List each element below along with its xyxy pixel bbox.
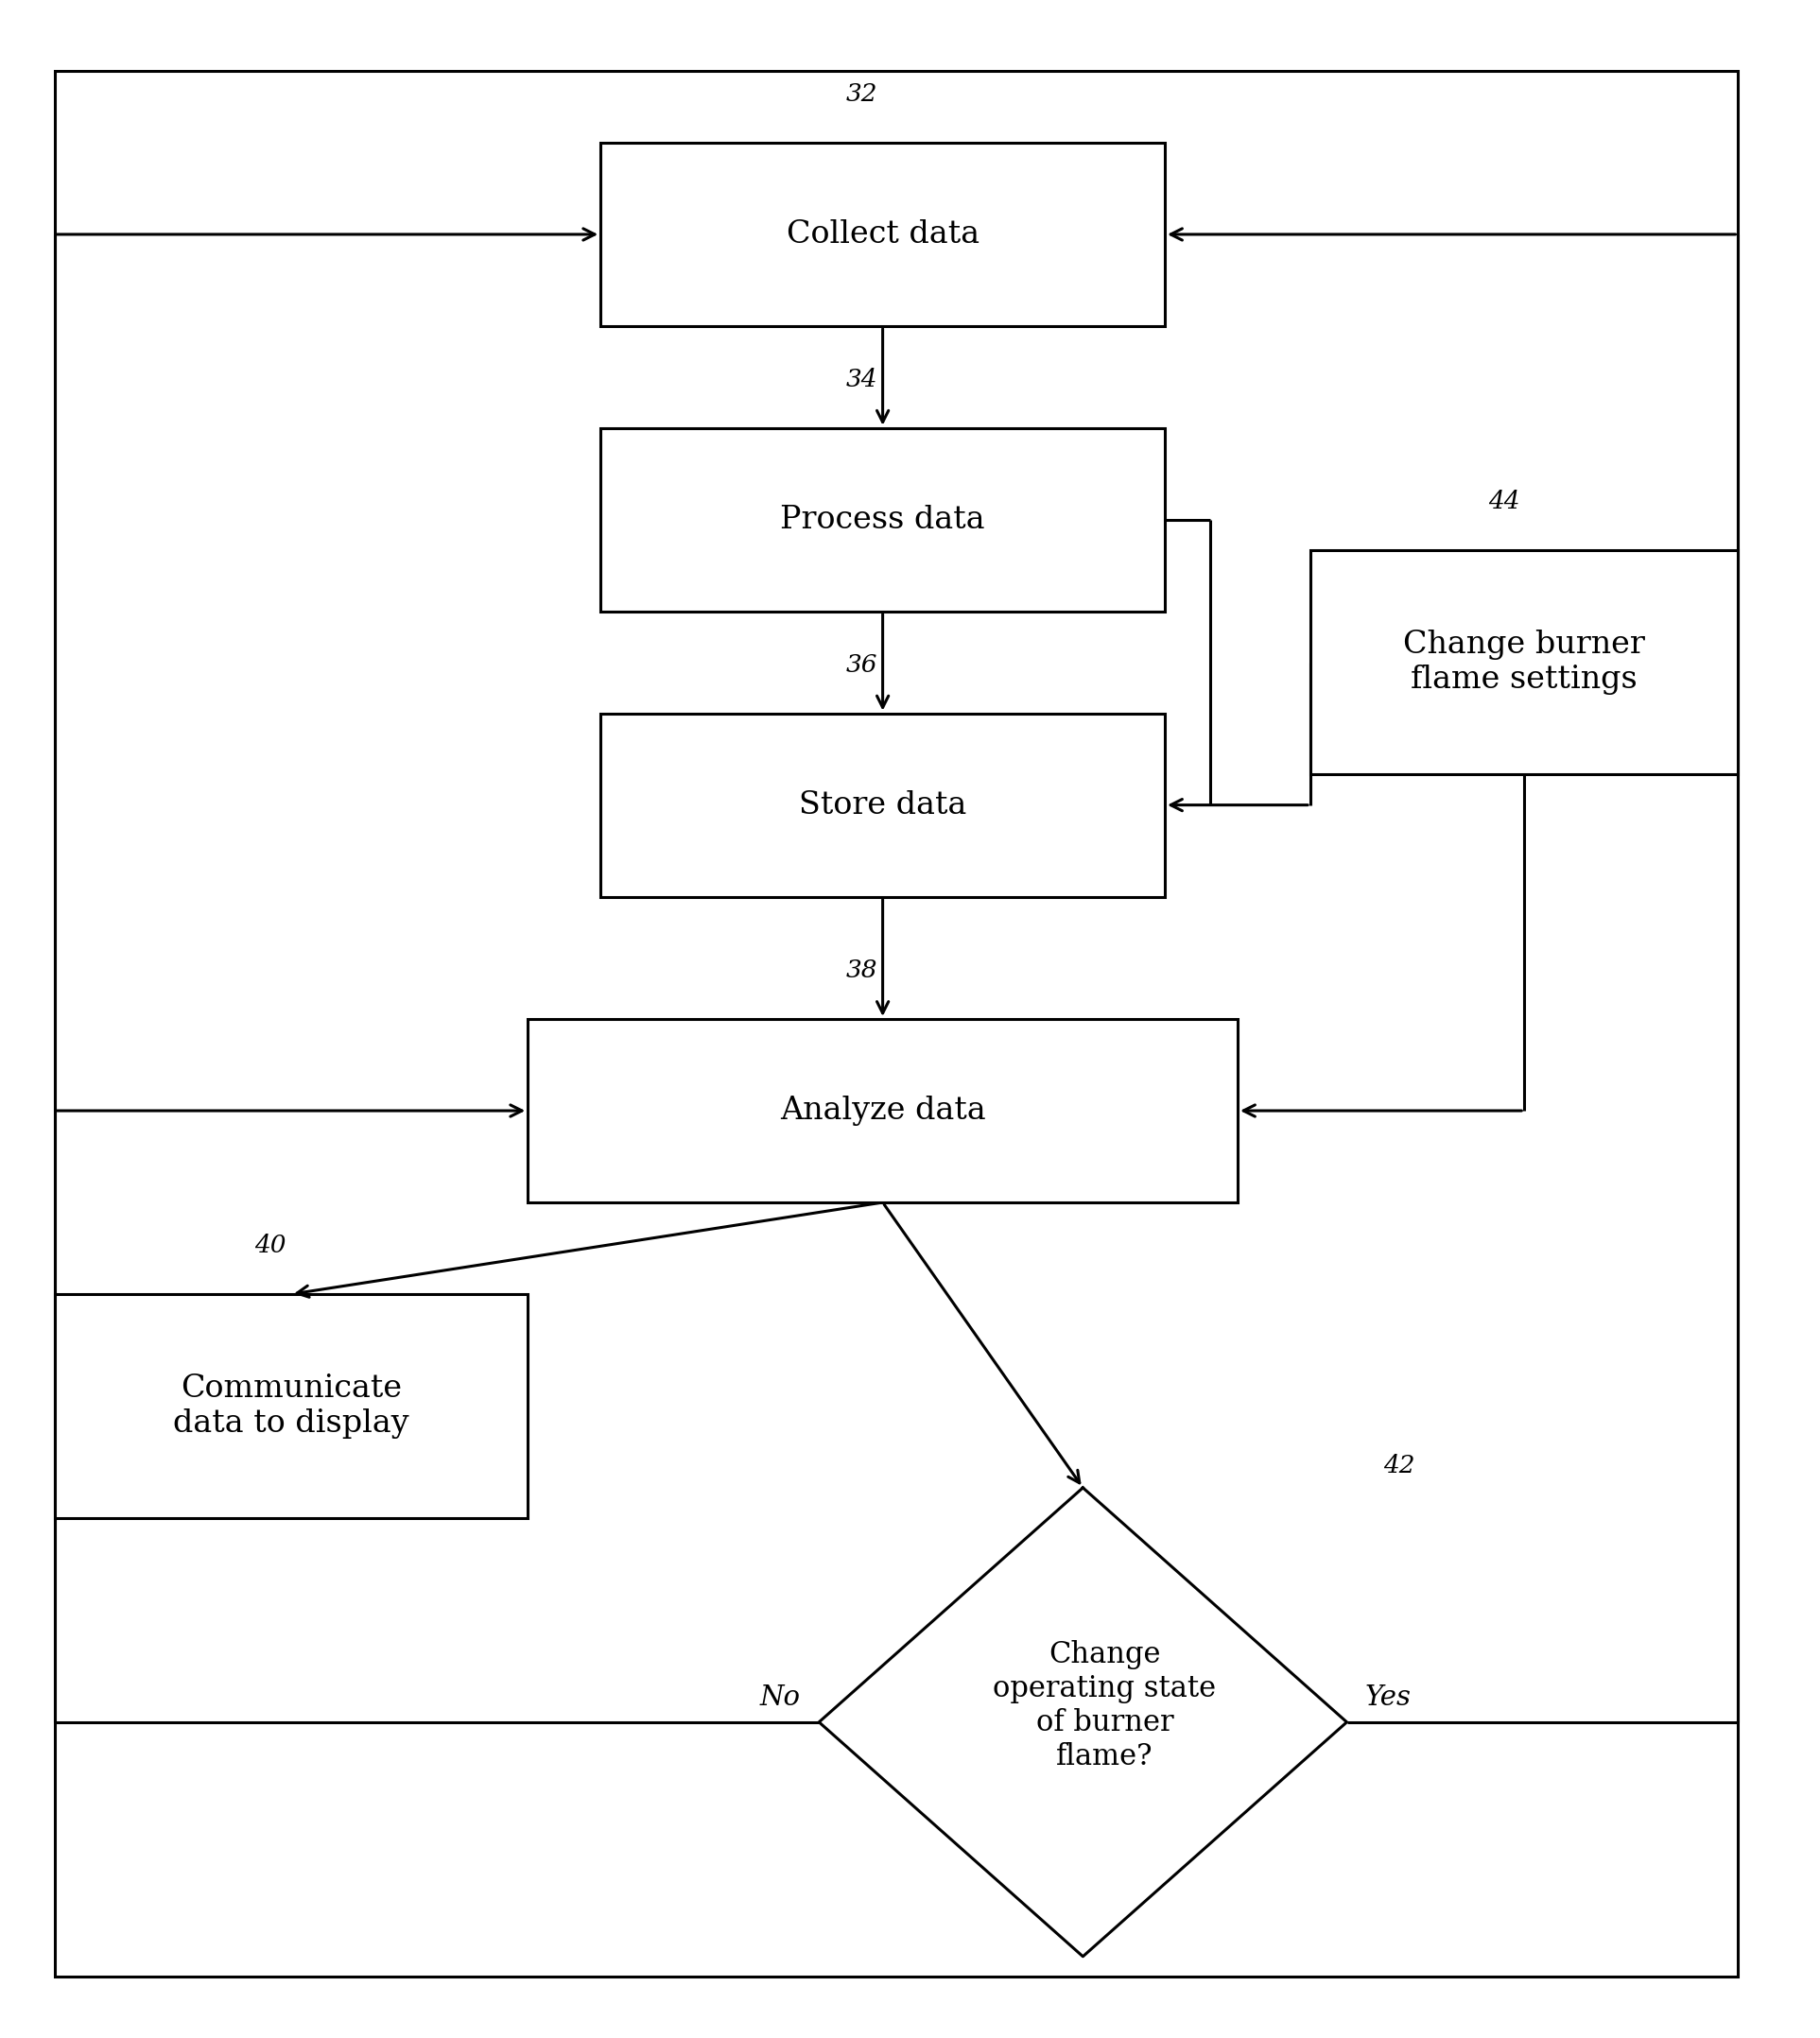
Text: Yes: Yes bbox=[1365, 1685, 1410, 1710]
Text: No: No bbox=[761, 1685, 801, 1710]
Text: Change burner
flame settings: Change burner flame settings bbox=[1403, 630, 1645, 695]
Text: 36: 36 bbox=[846, 652, 877, 677]
Text: 40: 40 bbox=[255, 1233, 286, 1257]
Bar bbox=[528, 1019, 1238, 1202]
Bar bbox=[1310, 550, 1738, 774]
Bar bbox=[601, 713, 1165, 897]
Text: Store data: Store data bbox=[799, 791, 966, 819]
Text: 34: 34 bbox=[846, 367, 877, 391]
Text: 32: 32 bbox=[846, 82, 877, 106]
Bar bbox=[601, 428, 1165, 611]
Bar bbox=[55, 1294, 528, 1518]
Text: 38: 38 bbox=[846, 958, 877, 982]
Text: Analyze data: Analyze data bbox=[779, 1096, 986, 1125]
Text: 42: 42 bbox=[1383, 1453, 1414, 1478]
Text: Communicate
data to display: Communicate data to display bbox=[173, 1374, 410, 1439]
Polygon shape bbox=[819, 1488, 1347, 1956]
Text: Change
operating state
of burner
flame?: Change operating state of burner flame? bbox=[994, 1641, 1216, 1771]
Bar bbox=[601, 143, 1165, 326]
Text: 44: 44 bbox=[1487, 489, 1520, 514]
Text: Process data: Process data bbox=[781, 505, 985, 534]
Text: Collect data: Collect data bbox=[786, 220, 979, 249]
